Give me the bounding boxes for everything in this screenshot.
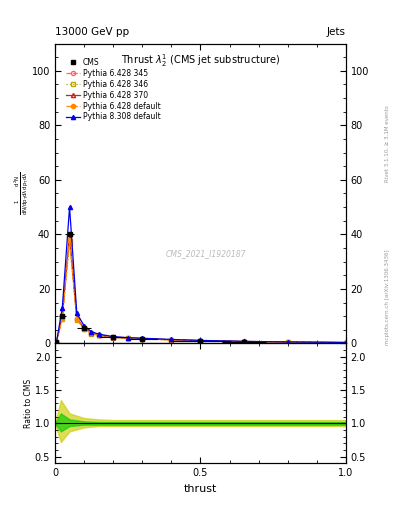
Pythia 6.428 346 [111, 335, 116, 341]
Pythia 6.428 346 [96, 332, 101, 338]
Text: Thrust $\lambda_2^1$ (CMS jet substructure): Thrust $\lambda_2^1$ (CMS jet substructu… [121, 53, 280, 69]
Pythia 6.428 345 [343, 339, 348, 346]
Line: Pythia 6.428 345: Pythia 6.428 345 [54, 232, 348, 345]
Pythia 6.428 370 [111, 334, 116, 340]
Pythia 6.428 346 [140, 336, 145, 342]
Pythia 6.428 345 [111, 334, 116, 340]
Line: Pythia 8.308 default: Pythia 8.308 default [54, 205, 348, 345]
Pythia 6.428 default [111, 334, 116, 340]
Pythia 6.428 370 [140, 335, 145, 342]
Pythia 6.428 default [343, 339, 348, 346]
Pythia 8.308 default [285, 339, 290, 345]
Pythia 6.428 default [67, 237, 72, 243]
Pythia 6.428 default [54, 339, 59, 345]
Pythia 8.308 default [125, 335, 130, 341]
Text: Jets: Jets [327, 27, 346, 37]
Pythia 6.428 345 [54, 339, 59, 345]
Pythia 8.308 default [198, 337, 203, 344]
Text: CMS_2021_I1920187: CMS_2021_I1920187 [166, 249, 246, 258]
Pythia 8.308 default [54, 339, 59, 345]
Pythia 6.428 345 [75, 316, 79, 322]
Pythia 6.428 370 [169, 337, 174, 343]
Pythia 8.308 default [343, 339, 348, 346]
Pythia 6.428 default [96, 332, 101, 338]
Text: mcplots.cern.ch [arXiv:1306.3436]: mcplots.cern.ch [arXiv:1306.3436] [385, 249, 389, 345]
Y-axis label: Ratio to CMS: Ratio to CMS [24, 379, 33, 428]
Pythia 6.428 370 [89, 330, 94, 336]
Pythia 8.308 default [140, 335, 145, 342]
Pythia 6.428 346 [242, 338, 246, 345]
Pythia 6.428 370 [343, 339, 348, 346]
Pythia 6.428 370 [60, 313, 64, 319]
Pythia 6.428 370 [285, 339, 290, 345]
Pythia 6.428 345 [125, 335, 130, 342]
Pythia 8.308 default [82, 323, 86, 329]
Pythia 6.428 default [169, 337, 174, 343]
Pythia 8.308 default [242, 338, 246, 345]
Pythia 8.308 default [111, 333, 116, 339]
Pythia 6.428 345 [198, 337, 203, 344]
Pythia 6.428 370 [242, 338, 246, 345]
Pythia 6.428 370 [75, 315, 79, 322]
Pythia 6.428 346 [125, 335, 130, 342]
Pythia 6.428 370 [96, 332, 101, 338]
Line: Pythia 6.428 default: Pythia 6.428 default [54, 238, 348, 345]
Pythia 6.428 345 [285, 339, 290, 345]
Pythia 6.428 default [198, 337, 203, 344]
Pythia 6.428 346 [198, 338, 203, 344]
X-axis label: thrust: thrust [184, 484, 217, 494]
Pythia 8.308 default [89, 329, 94, 335]
Pythia 6.428 default [82, 326, 86, 332]
Pythia 6.428 370 [125, 335, 130, 341]
Pythia 6.428 345 [89, 330, 94, 336]
Pythia 6.428 346 [60, 316, 64, 322]
Pythia 6.428 345 [242, 338, 246, 345]
Pythia 6.428 370 [54, 339, 59, 345]
Pythia 6.428 345 [67, 231, 72, 238]
Pythia 6.428 370 [67, 231, 72, 238]
Pythia 6.428 346 [169, 337, 174, 343]
Pythia 8.308 default [60, 305, 64, 311]
Pythia 6.428 346 [54, 339, 59, 345]
Line: Pythia 6.428 346: Pythia 6.428 346 [54, 241, 348, 345]
Pythia 6.428 370 [82, 325, 86, 331]
Pythia 6.428 345 [60, 313, 64, 319]
Pythia 8.308 default [75, 310, 79, 316]
Pythia 6.428 345 [82, 325, 86, 331]
Text: Rivet 3.1.10, ≥ 3.1M events: Rivet 3.1.10, ≥ 3.1M events [385, 105, 389, 182]
Pythia 6.428 default [89, 330, 94, 336]
Pythia 6.428 default [60, 314, 64, 321]
Pythia 6.428 346 [75, 317, 79, 323]
Pythia 6.428 346 [285, 339, 290, 345]
Pythia 6.428 default [125, 335, 130, 342]
Pythia 6.428 370 [198, 337, 203, 344]
Pythia 6.428 345 [96, 332, 101, 338]
Pythia 6.428 default [140, 336, 145, 342]
Pythia 6.428 346 [67, 240, 72, 246]
Line: Pythia 6.428 370: Pythia 6.428 370 [54, 232, 348, 345]
Pythia 8.308 default [169, 336, 174, 343]
Pythia 6.428 default [285, 339, 290, 345]
Pythia 6.428 346 [343, 339, 348, 346]
Pythia 6.428 default [75, 316, 79, 323]
Pythia 8.308 default [96, 331, 101, 337]
Legend: CMS, Pythia 6.428 345, Pythia 6.428 346, Pythia 6.428 370, Pythia 6.428 default,: CMS, Pythia 6.428 345, Pythia 6.428 346,… [65, 56, 162, 123]
Pythia 6.428 346 [89, 331, 94, 337]
Y-axis label: $\mathrm{\frac{1}{dN/dp_T d\lambda} \frac{d^2N}{dp_T d\lambda}}$: $\mathrm{\frac{1}{dN/dp_T d\lambda} \fra… [13, 172, 30, 216]
Text: 13000 GeV pp: 13000 GeV pp [55, 27, 129, 37]
Pythia 6.428 345 [169, 337, 174, 343]
Pythia 6.428 345 [140, 336, 145, 342]
Pythia 6.428 346 [82, 326, 86, 332]
Pythia 6.428 default [242, 338, 246, 345]
Pythia 8.308 default [67, 204, 72, 210]
